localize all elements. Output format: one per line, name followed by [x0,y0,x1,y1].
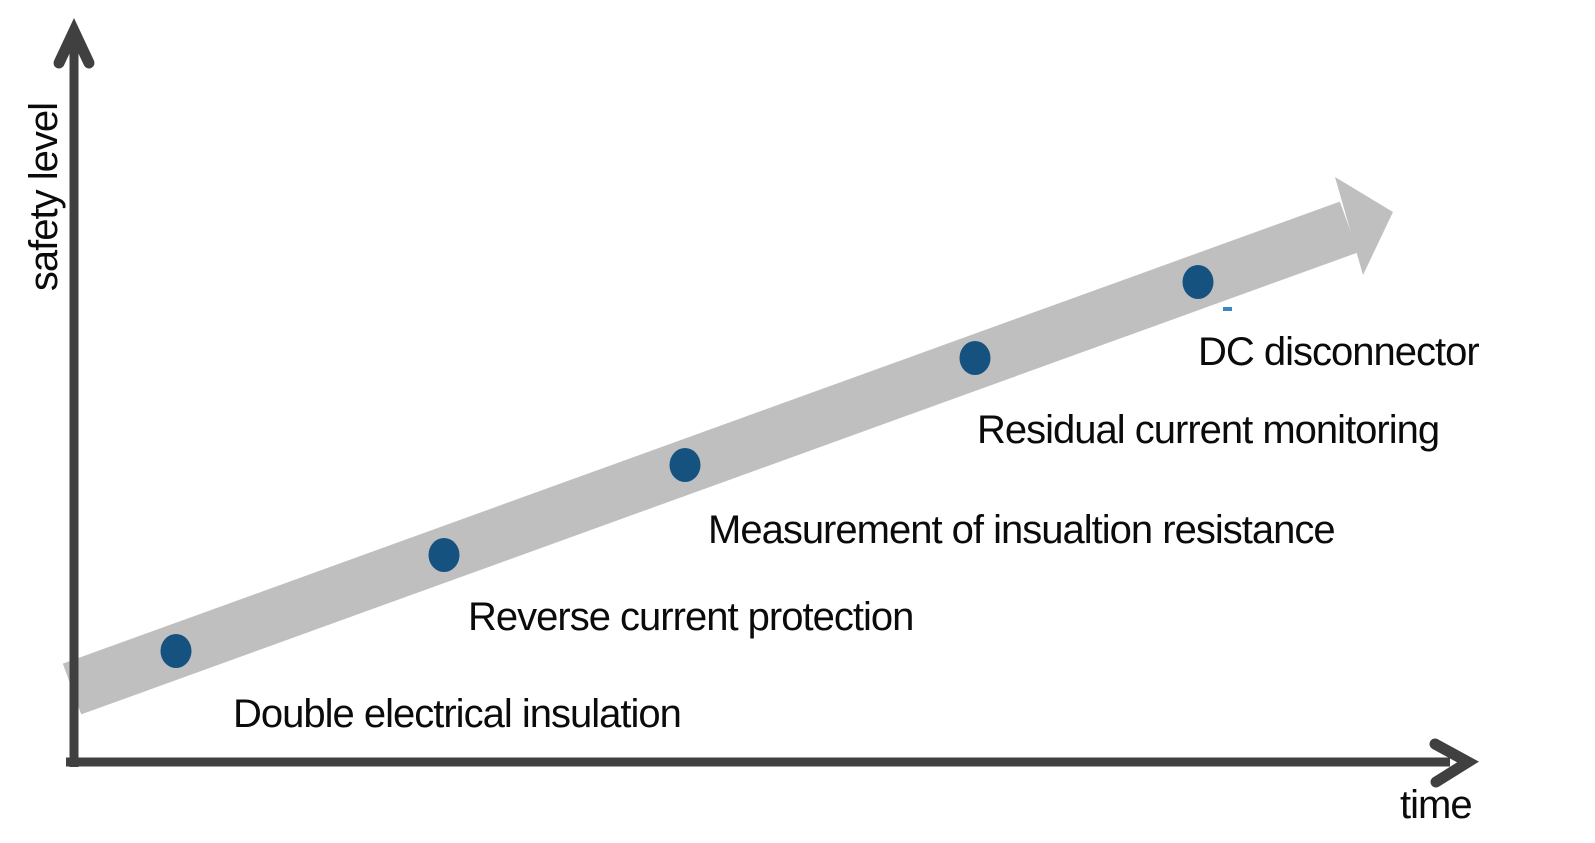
trend-arrow-shaft [62,201,1359,715]
y-axis-arrowhead [53,18,95,69]
milestone-label: Residual current monitoring [977,408,1440,452]
milestone-dot [669,448,701,482]
milestone-label: DC disconnector [1198,330,1480,374]
milestone-dot [160,634,192,668]
milestone-label: Double electrical insulation [233,692,682,736]
x-axis-label: time [1400,783,1473,827]
x-axis-arrowhead [1429,738,1479,788]
milestone-label: Measurement of insualtion resistance [708,508,1336,552]
milestone-dot [1182,265,1214,299]
milestone-dot [428,538,460,572]
trend-arrow-head [1335,177,1393,275]
milestone-label: Reverse current protection [468,595,914,639]
y-axis-label: safety level [22,102,66,292]
stray-mark [1223,307,1232,311]
milestone-dot [959,341,991,375]
